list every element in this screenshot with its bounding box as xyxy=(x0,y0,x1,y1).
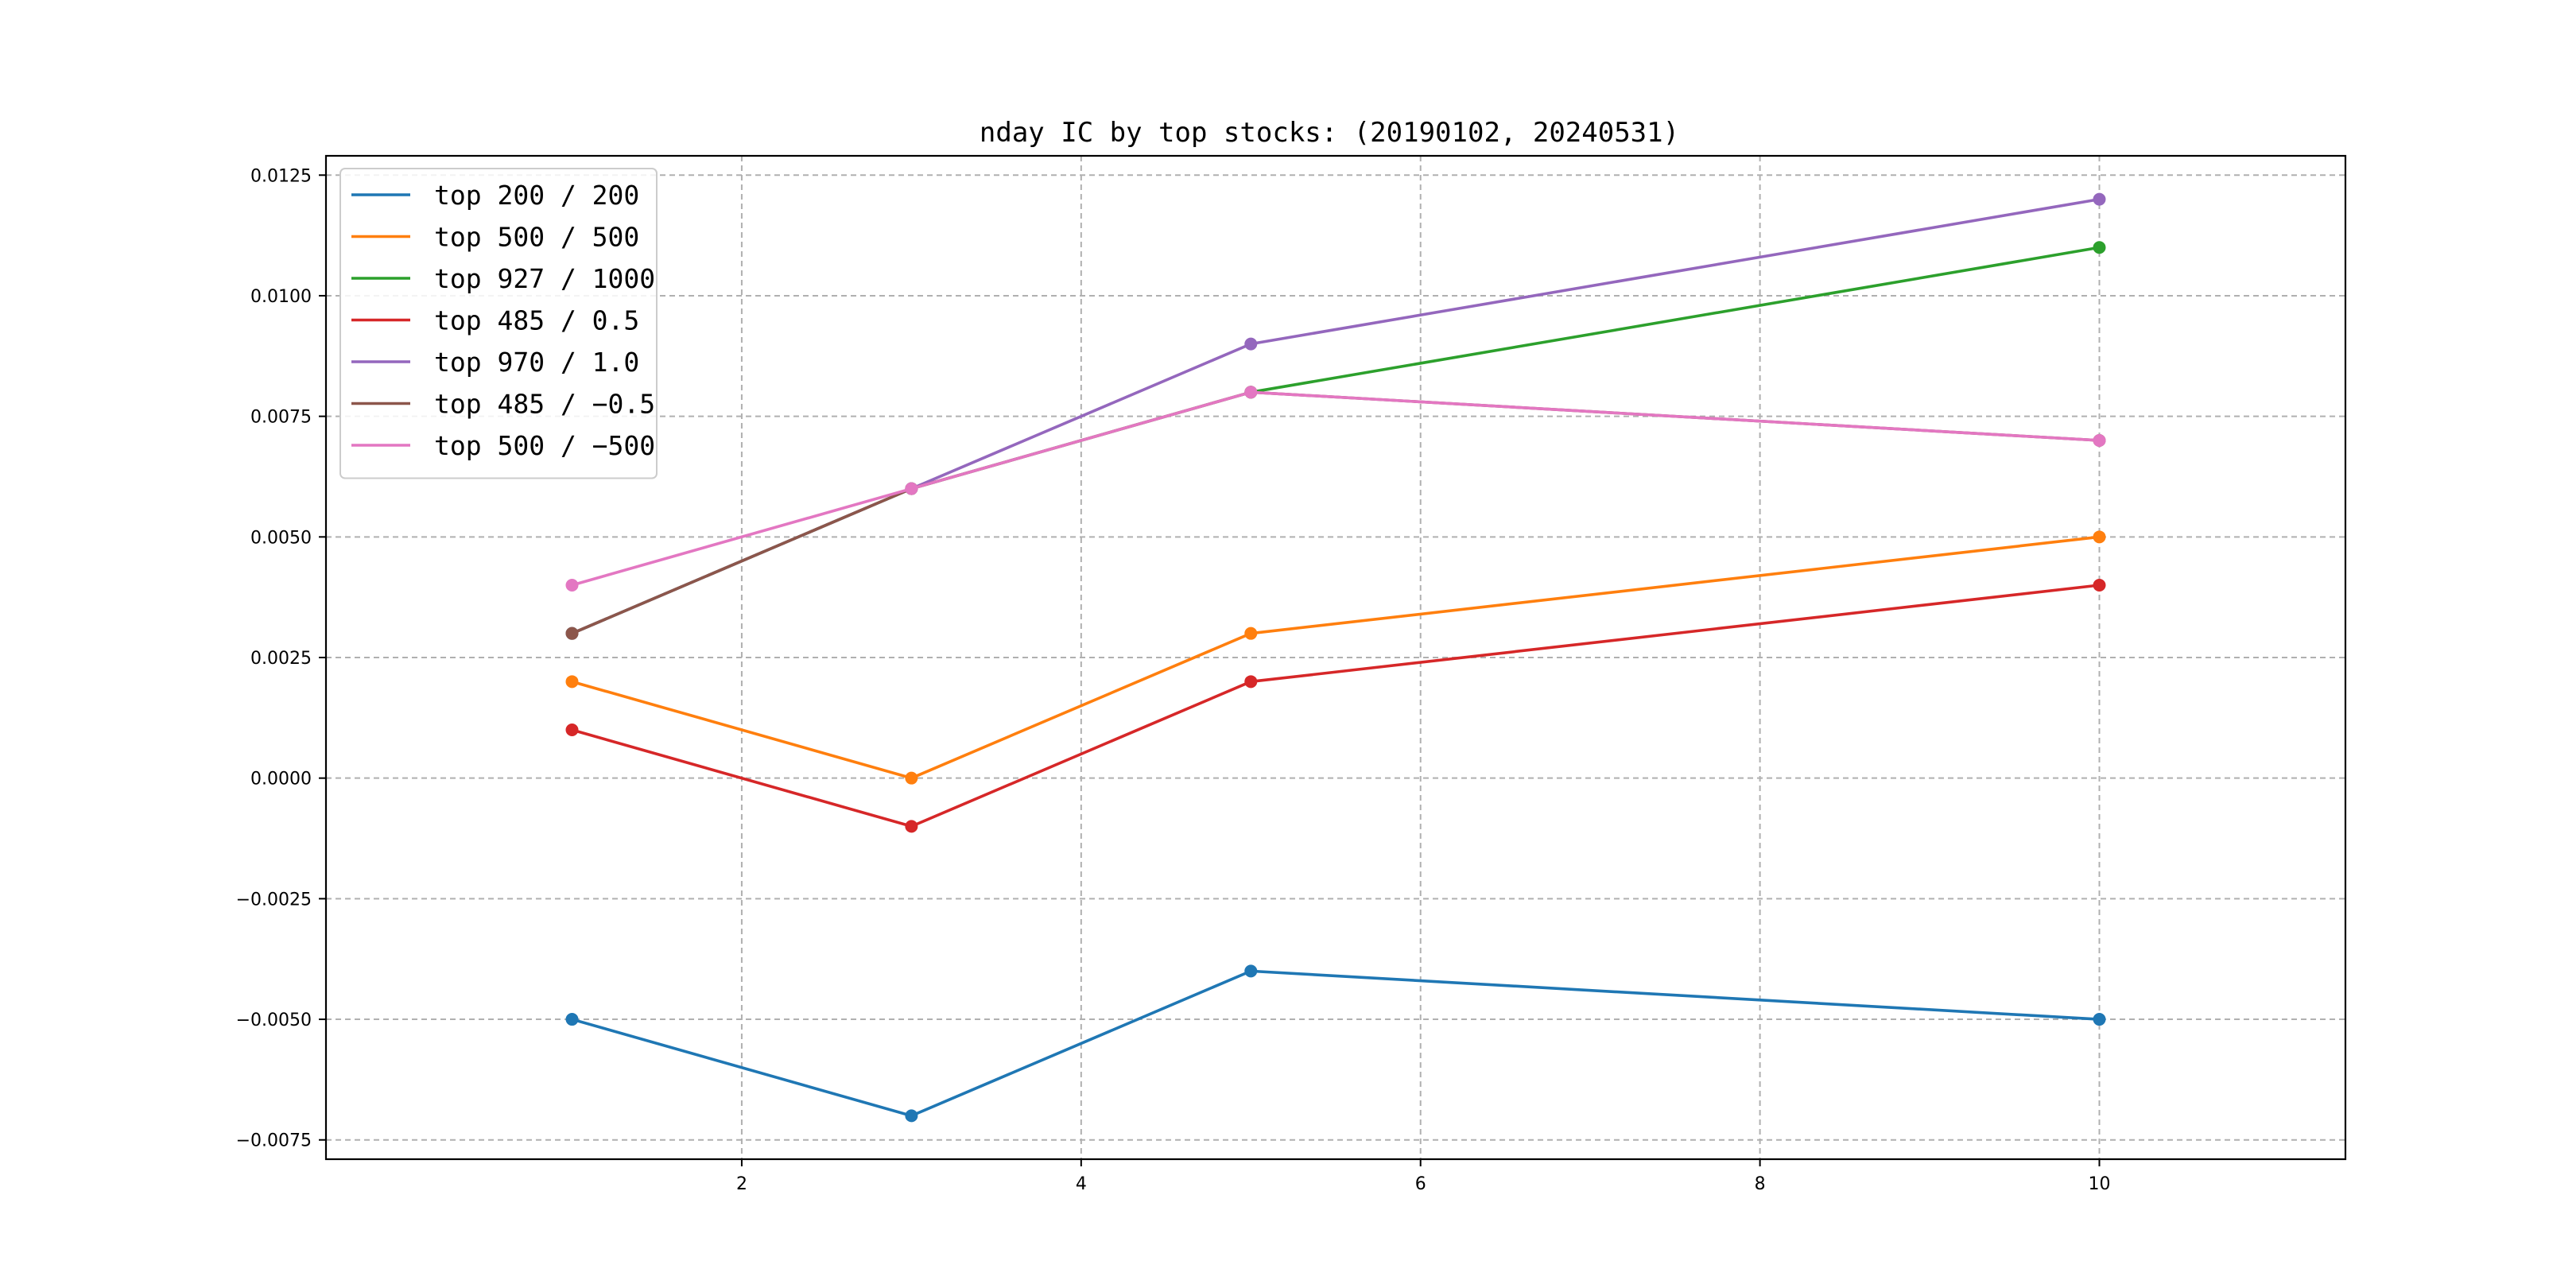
legend-label: top 485 / −0.5 xyxy=(434,389,655,420)
data-point xyxy=(565,724,579,737)
legend-label: top 970 / 1.0 xyxy=(434,347,639,378)
data-point xyxy=(1244,337,1258,351)
data-point xyxy=(1244,386,1258,399)
y-axis: −0.0075 −0.0050 −0.0025 0.0000 0.0025 0.0050 0… xyxy=(236,166,326,1151)
y-tick-label: 0.0050 xyxy=(250,528,312,548)
chart-title: nday IC by top stocks: (20190102, 202405… xyxy=(980,117,1679,149)
data-point xyxy=(1244,627,1258,640)
data-point xyxy=(905,482,918,495)
data-point xyxy=(2093,241,2106,254)
legend-label: top 485 / 0.5 xyxy=(434,305,639,336)
legend-label: top 927 / 1000 xyxy=(434,263,655,294)
data-point xyxy=(2093,530,2106,544)
legend-box xyxy=(339,168,658,479)
y-tick-label: 0.0000 xyxy=(250,770,312,789)
y-tick-label: 0.0100 xyxy=(250,287,312,307)
legend-label: top 500 / −500 xyxy=(434,430,655,461)
legend-label: top 500 / 500 xyxy=(434,222,639,253)
x-tick-label: 8 xyxy=(1755,1174,1766,1194)
data-point xyxy=(565,1013,579,1026)
y-tick-label: −0.0025 xyxy=(236,890,312,910)
series-group xyxy=(565,192,2106,1123)
data-point xyxy=(565,675,579,689)
legend-label: top 200 / 200 xyxy=(434,180,639,211)
data-point xyxy=(2093,192,2106,206)
data-point xyxy=(905,1109,918,1123)
y-tick-label: 0.0075 xyxy=(250,408,312,428)
data-point xyxy=(1244,675,1258,689)
x-tick-label: 10 xyxy=(2089,1174,2111,1194)
x-tick-label: 4 xyxy=(1076,1174,1087,1194)
legend: top 200 / 200 top 500 / 500 top 927 / 1000… xyxy=(339,168,658,479)
series-line xyxy=(572,535,2100,780)
y-tick-label: −0.0050 xyxy=(236,1011,312,1030)
data-point xyxy=(565,627,579,640)
data-point xyxy=(905,771,918,785)
series-line xyxy=(572,969,2100,1118)
x-tick-label: 2 xyxy=(736,1174,747,1194)
y-tick-label: 0.0125 xyxy=(250,166,312,186)
data-point xyxy=(1244,964,1258,978)
data-point xyxy=(2093,433,2106,447)
series-0 xyxy=(565,964,2106,1123)
data-point xyxy=(2093,578,2106,592)
x-tick-label: 6 xyxy=(1415,1174,1426,1194)
series-line xyxy=(572,390,2100,587)
series-1 xyxy=(565,530,2106,785)
series-line xyxy=(572,584,2100,828)
data-point xyxy=(2093,1013,2106,1026)
grid xyxy=(326,156,2345,1159)
series-3 xyxy=(565,578,2106,833)
y-tick-label: 0.0025 xyxy=(250,649,312,669)
x-axis: 2 4 6 8 10 xyxy=(736,1159,2111,1194)
y-tick-label: −0.0075 xyxy=(236,1131,312,1151)
data-point xyxy=(905,820,918,833)
data-point xyxy=(565,578,579,592)
series-6 xyxy=(565,386,2106,592)
